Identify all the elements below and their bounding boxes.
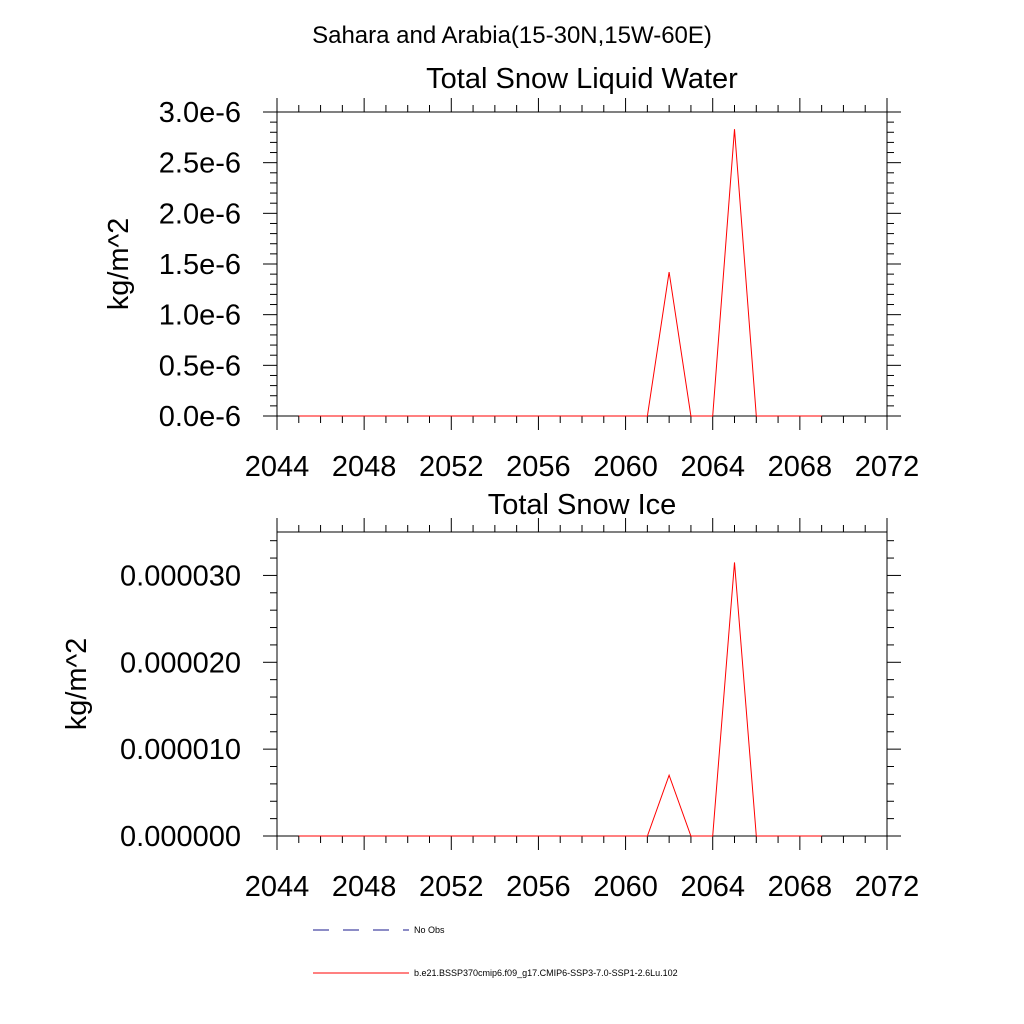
x-tick-label: 2072 [855, 871, 920, 903]
series-line [298, 562, 822, 837]
x-tick-label: 2048 [332, 451, 397, 483]
x-tick-label: 2044 [245, 871, 310, 903]
x-tick-label: 2056 [506, 451, 571, 483]
series-line [298, 129, 822, 417]
y-axis-label: kg/m^2 [103, 218, 135, 311]
y-tick-label: 2.5e-6 [159, 148, 241, 180]
y-tick-label: 0.0e-6 [159, 401, 241, 433]
figure-title: Sahara and Arabia(15-30N,15W-60E) [312, 22, 712, 49]
panel-snow-ice: Total Snow Ice kg/m^2 2044 2048 2052 2056 2060… [61, 489, 919, 903]
x-tick-label: 2044 [245, 451, 310, 483]
x-tick-label: 2060 [593, 451, 658, 483]
y-tick-label: 1.0e-6 [159, 300, 241, 332]
panel-title: Total Snow Liquid Water [426, 63, 738, 95]
panel-title: Total Snow Ice [488, 489, 677, 521]
x-tick-label: 2068 [768, 871, 833, 903]
y-tick-label: 2.0e-6 [159, 198, 241, 230]
y-tick-label: 0.000010 [120, 734, 241, 766]
x-tick-label: 2060 [593, 871, 658, 903]
legend: No Obs b.e21.BSSP370cmip6.f09_g17.CMIP6-S… [313, 925, 678, 978]
y-axis-label: kg/m^2 [61, 638, 93, 731]
x-tick-label: 2072 [855, 451, 920, 483]
x-tick-label: 2064 [680, 451, 745, 483]
y-tick-label: 0.000000 [120, 821, 241, 853]
x-tick-label: 2068 [768, 451, 833, 483]
x-tick-label: 2052 [419, 871, 484, 903]
legend-label: No Obs [414, 925, 445, 935]
y-tick-label: 3.0e-6 [159, 97, 241, 129]
y-tick-label: 0.000020 [120, 647, 241, 679]
y-tick-label: 1.5e-6 [159, 249, 241, 281]
x-tick-label: 2064 [680, 871, 745, 903]
x-tick-label: 2048 [332, 871, 397, 903]
legend-label: b.e21.BSSP370cmip6.f09_g17.CMIP6-SSP3-7.… [414, 968, 678, 978]
y-tick-label: 0.000030 [120, 560, 241, 592]
x-tick-label: 2052 [419, 451, 484, 483]
panel-snow-liquid-water: Total Snow Liquid Water kg/m^2 2044 2048 205… [103, 63, 919, 483]
y-tick-label: 0.5e-6 [159, 350, 241, 382]
x-tick-label: 2056 [506, 871, 571, 903]
